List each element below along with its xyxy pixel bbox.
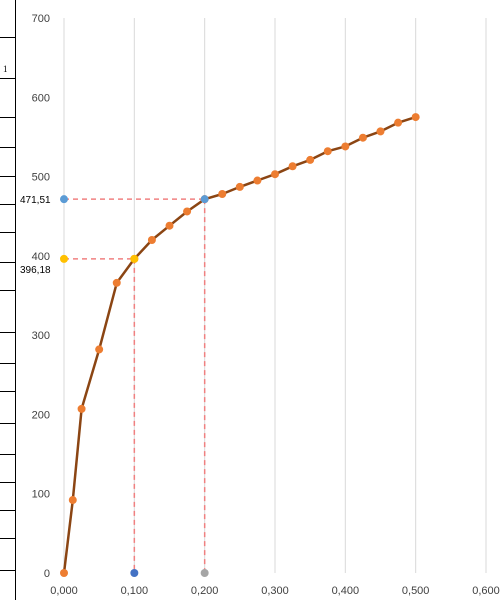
data-point — [323, 147, 332, 156]
data-point — [288, 162, 297, 171]
data-point — [68, 496, 77, 505]
y-tick-label: 500 — [32, 172, 50, 184]
table-rule — [0, 510, 16, 511]
data-point — [341, 142, 350, 151]
data-point — [77, 404, 86, 413]
table-rule — [0, 37, 16, 38]
data-point — [147, 236, 156, 244]
table-rule — [0, 117, 16, 118]
reference-point — [130, 254, 139, 263]
reference-point — [60, 195, 68, 204]
reference-point — [200, 195, 209, 204]
x-tick-label: 0,300 — [261, 585, 289, 597]
data-point — [218, 190, 227, 199]
series-group — [60, 113, 420, 577]
annotations: 471,51 396,18 — [20, 195, 51, 276]
series-line — [62, 115, 417, 574]
table-rule — [0, 176, 16, 177]
table-rule — [0, 78, 16, 79]
x-tick-label: 0,600 — [472, 585, 500, 597]
annotation-label: 396,18 — [20, 265, 51, 276]
data-point — [411, 113, 420, 122]
data-point — [253, 176, 262, 185]
table-rule — [0, 332, 16, 333]
table-rule — [0, 147, 16, 148]
table-rule — [0, 538, 16, 539]
table-rule — [0, 262, 16, 263]
data-point — [112, 278, 121, 287]
table-rule — [0, 232, 16, 233]
x-tick-label: 0,200 — [191, 585, 219, 597]
table-rule — [0, 454, 16, 455]
table-rule — [0, 391, 16, 392]
table-rule — [0, 482, 16, 483]
x-tick-label: 0,000 — [50, 585, 78, 597]
data-point — [306, 155, 315, 164]
left-table-fragment: 1 — [0, 0, 16, 600]
table-rule — [0, 423, 16, 424]
y-tick-label: 200 — [32, 409, 50, 421]
reference-point — [200, 569, 209, 577]
x-tick-label: 0,500 — [402, 585, 430, 597]
data-point — [376, 127, 385, 136]
y-tick-label: 400 — [32, 251, 50, 263]
reference-point — [130, 569, 139, 577]
x-tick-label: 0,400 — [332, 585, 360, 597]
table-border — [15, 0, 16, 600]
reference-lines — [64, 198, 206, 573]
x-axis-ticks: 0,000 0,100 0,200 0,300 0,400 0,500 0,600 — [50, 585, 500, 597]
data-point — [271, 170, 279, 179]
gridlines — [133, 18, 487, 573]
data-point — [358, 133, 367, 142]
table-rule — [0, 290, 16, 291]
data-point — [165, 221, 174, 230]
data-point — [95, 345, 104, 354]
annotation-label: 471,51 — [20, 195, 51, 206]
table-rule — [0, 363, 16, 364]
x-tick-label: 0,100 — [121, 585, 149, 597]
y-tick-label: 100 — [32, 489, 50, 501]
data-point — [394, 118, 403, 127]
y-tick-label: 600 — [32, 92, 50, 104]
data-point — [183, 207, 192, 216]
y-tick-label: 700 — [32, 13, 50, 25]
y-tick-label: 0 — [44, 568, 50, 580]
reference-points — [60, 195, 209, 577]
y-axis-ticks: 0 100 200 300 400 500 600 700 — [32, 13, 50, 580]
table-rule — [0, 570, 16, 571]
y-tick-label: 300 — [32, 330, 50, 342]
fragment-text: 1 — [3, 64, 8, 74]
reference-point — [60, 254, 68, 263]
data-point — [235, 182, 244, 191]
data-point — [60, 569, 68, 577]
table-rule — [0, 204, 16, 205]
